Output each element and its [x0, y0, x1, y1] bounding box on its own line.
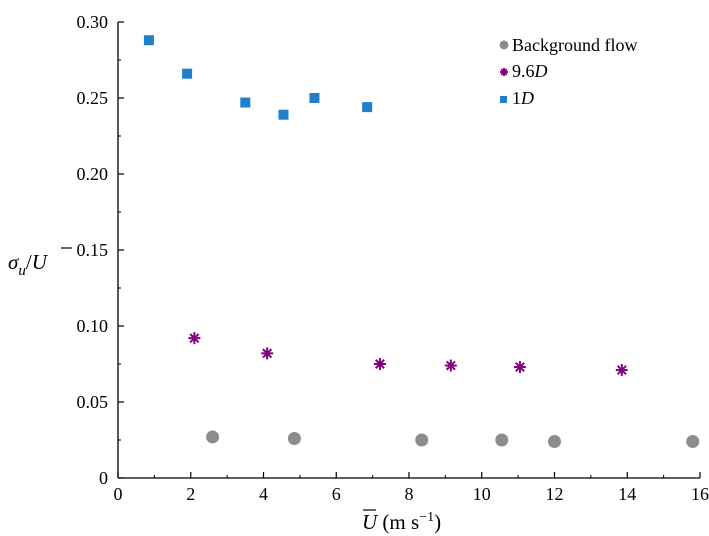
x-axis-label: U (m s−1) — [362, 510, 441, 534]
point-1d — [182, 68, 193, 79]
point-9-6d — [261, 347, 274, 360]
data-marks — [143, 35, 700, 449]
x-tick-label: 4 — [259, 484, 268, 504]
point-background-flow — [548, 435, 561, 449]
point-background-flow — [287, 431, 301, 445]
point-1d — [362, 102, 373, 113]
y-tick-label: 0.30 — [77, 12, 109, 32]
x-tick-label: 6 — [332, 484, 341, 504]
x-tick-label: 12 — [546, 484, 564, 504]
point-1d — [143, 35, 154, 46]
x-axis: 0 2 4 6 8 10 12 14 16 — [114, 472, 709, 504]
y-axis-label: σu/U — [8, 250, 49, 279]
x-tick-label: 16 — [691, 484, 709, 504]
x-tick-label: 2 — [186, 484, 195, 504]
point-background-flow — [415, 433, 429, 447]
point-background-flow — [495, 433, 509, 447]
point-9-6d — [615, 364, 628, 377]
point-9-6d — [373, 358, 386, 370]
plot-frame — [117, 22, 700, 479]
legend-marker-9-6d — [500, 68, 508, 76]
point-1d — [278, 109, 289, 120]
legend-label-1d: 1D — [512, 88, 534, 108]
point-background-flow — [686, 435, 700, 449]
x-tick-label: 14 — [618, 484, 636, 504]
y-tick-label: 0.15 — [77, 240, 109, 260]
y-tick-label: 0.05 — [77, 392, 109, 412]
point-9-6d — [513, 361, 526, 374]
y-tick-label: 0.10 — [77, 316, 109, 336]
x-tick-label: 8 — [405, 484, 414, 504]
y-axis: 0 0.05 0.10 0.15 0.20 0.25 0.30 — [77, 12, 124, 488]
point-1d — [309, 93, 320, 103]
x-tick-label: 0 — [114, 484, 123, 504]
legend-label-9-6d: 9.6D — [512, 61, 548, 81]
legend: Background flow 9.6D 1D — [499, 35, 637, 108]
point-background-flow — [206, 430, 220, 444]
x-tick-label: 10 — [473, 484, 491, 504]
point-1d — [240, 97, 251, 108]
legend-label-background-flow: Background flow — [512, 35, 637, 55]
y-tick-label: 0.20 — [77, 164, 109, 184]
legend-star-glyph — [500, 68, 508, 76]
y-tick-label: 0 — [99, 468, 108, 488]
legend-marker-1d — [500, 96, 507, 103]
point-9-6d — [444, 359, 457, 372]
legend-marker-background-flow — [499, 40, 509, 50]
y-tick-label: 0.25 — [77, 88, 109, 108]
point-9-6d — [188, 332, 201, 345]
